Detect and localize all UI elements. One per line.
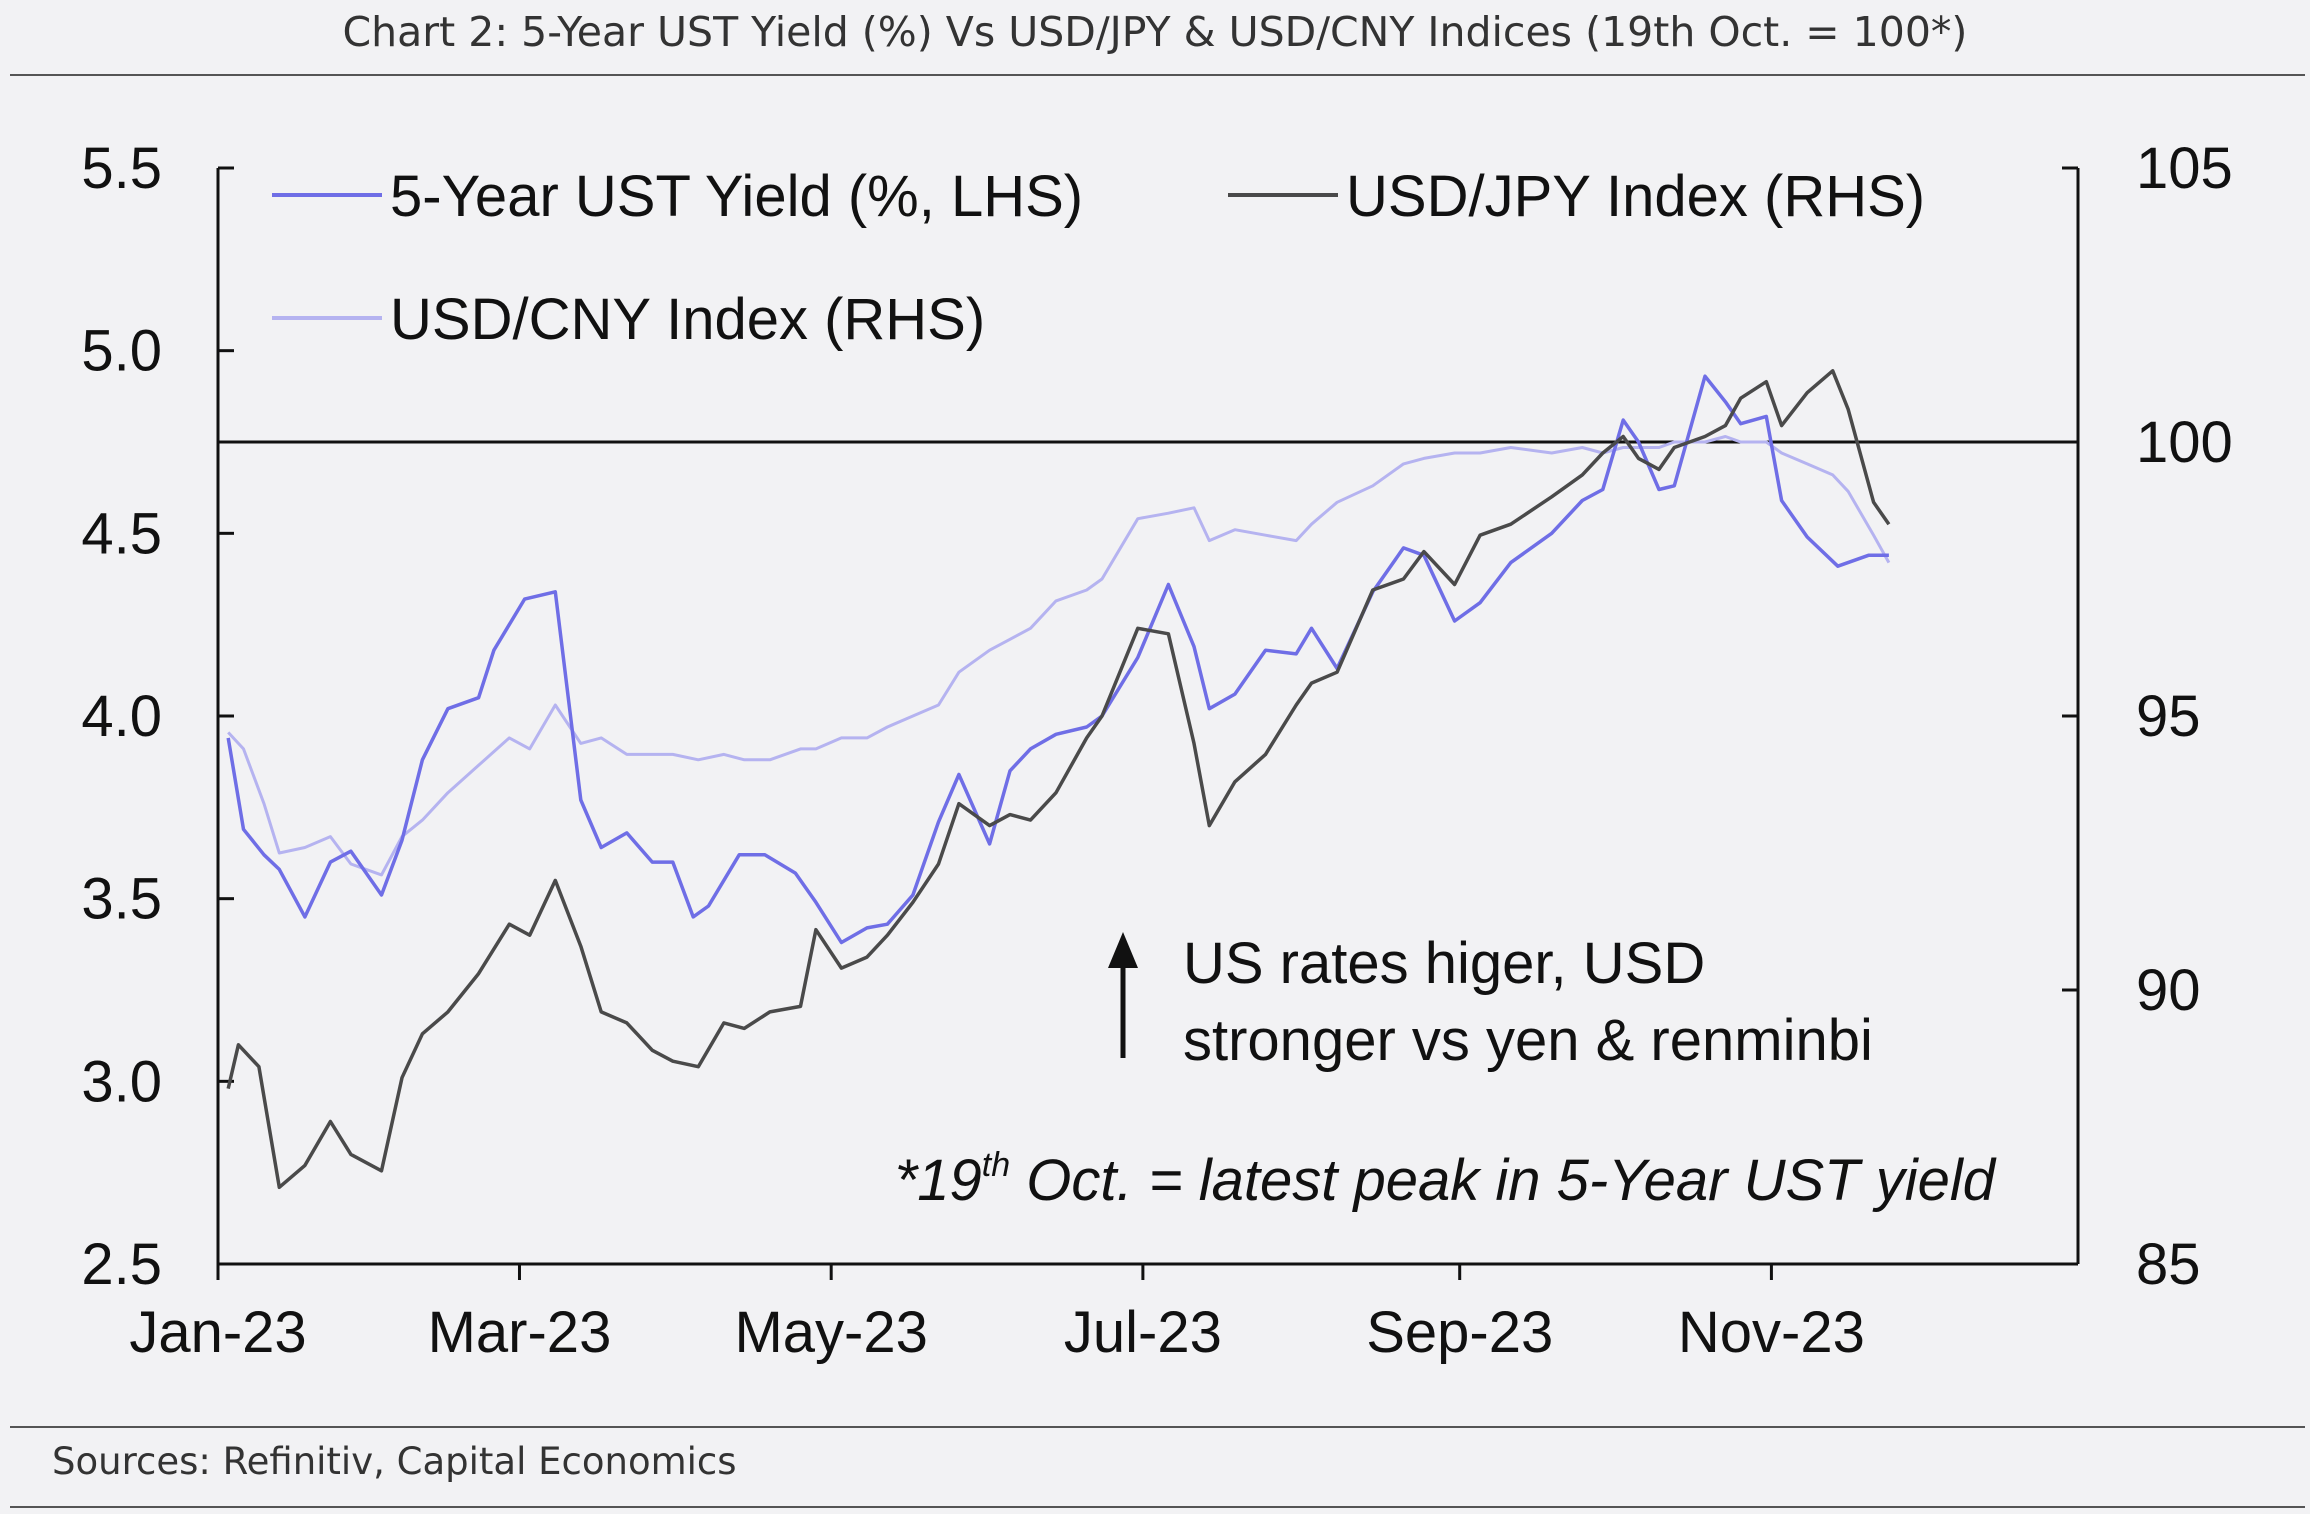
right-tick-label: 85: [2136, 1232, 2201, 1297]
annotation-text-line1: US rates higer, USD: [1183, 931, 1705, 996]
series-line-jpy: [226, 369, 1891, 1190]
right-tick-label: 90: [2136, 958, 2201, 1023]
footnote: *19th Oct. = latest peak in 5-Year UST y…: [895, 1146, 1997, 1213]
chart-annotation: US rates higer, USD stronger vs yen & re…: [895, 931, 1997, 1213]
annotation-text-line2: stronger vs yen & renminbi: [1183, 1008, 1873, 1073]
footnote-superscript: th: [982, 1146, 1010, 1184]
series-line-cny: [227, 435, 1891, 877]
left-tick-label: 4.0: [81, 684, 162, 749]
left-tick-label: 2.5: [81, 1232, 162, 1297]
chart-legend: 5-Year UST Yield (%, LHS) USD/JPY Index (…: [272, 164, 1925, 352]
left-tick-label: 4.5: [81, 501, 162, 566]
footer-divider: [10, 1506, 2305, 1508]
legend-label-cny: USD/CNY Index (RHS): [390, 287, 985, 352]
right-tick-label: 95: [2136, 684, 2201, 749]
figure-title: Chart 2: 5-Year UST Yield (%) Vs USD/JPY…: [342, 8, 1968, 56]
chart-labels: 2.5 3.0 3.5 4.0 4.5 5.0 5.5 85 90 95 100 105 Jan-23 M…: [81, 136, 2232, 1365]
x-tick-label: Sep-23: [1366, 1300, 1553, 1365]
left-tick-label: 3.5: [81, 867, 162, 932]
legend-label-jpy: USD/JPY Index (RHS): [1346, 164, 1925, 229]
left-tick-label: 3.0: [81, 1049, 162, 1114]
bottom-divider: [10, 1426, 2305, 1428]
annotation-arrow-head: [1108, 932, 1138, 968]
footnote-rest: Oct. = latest peak in 5-Year UST yield: [1010, 1148, 1997, 1213]
sources-note: Sources: Refinitiv, Capital Economics: [52, 1440, 737, 1483]
chart-series: [226, 369, 1891, 1190]
right-tick-label: 105: [2136, 136, 2233, 201]
x-tick-label: Jan-23: [129, 1300, 306, 1365]
left-tick-label: 5.0: [81, 319, 162, 384]
left-tick-label: 5.5: [81, 136, 162, 201]
series-line-ust: [226, 374, 1889, 945]
right-tick-label: 100: [2136, 410, 2233, 475]
legend-label-ust: 5-Year UST Yield (%, LHS): [390, 164, 1083, 229]
x-tick-label: Mar-23: [428, 1300, 612, 1365]
chart-axes: [216, 166, 2080, 1280]
x-tick-label: Jul-23: [1064, 1300, 1222, 1365]
top-divider: [10, 74, 2305, 76]
x-tick-label: May-23: [734, 1300, 927, 1365]
footnote-star: *19: [895, 1148, 982, 1213]
x-tick-label: Nov-23: [1678, 1300, 1865, 1365]
